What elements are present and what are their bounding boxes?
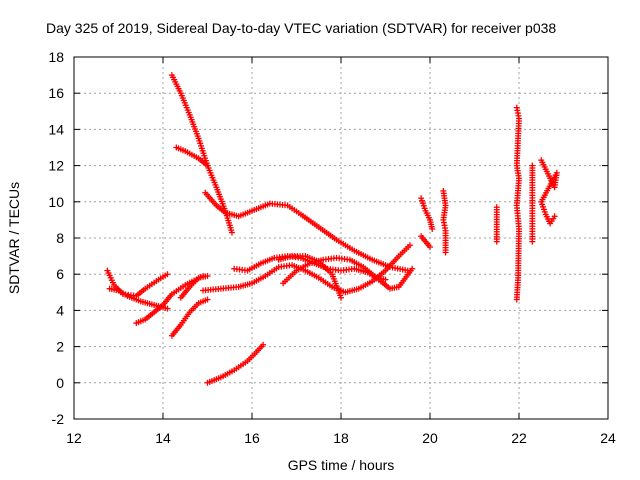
x-axis-label: GPS time / hours [288,457,395,473]
grid [74,57,608,419]
data-point [551,213,558,220]
data-point [164,271,171,278]
data-point [406,242,413,249]
data-point [529,238,536,245]
data-point [228,229,235,236]
y-tick-label: 18 [48,49,64,65]
data-point [442,249,449,256]
y-tick-label: 4 [56,302,64,318]
x-tick-label: 14 [155,430,171,446]
data-point [204,273,211,280]
data-point [513,296,520,303]
data-point [260,341,267,348]
data-point [164,305,171,312]
data-point [427,244,433,251]
x-tick-label: 16 [244,430,260,446]
axis-ticks [73,56,609,420]
data-points [104,72,560,386]
y-axis-label: SDTVAR / TECUs [6,182,22,294]
y-tick-label: 6 [56,266,64,282]
y-tick-label: -2 [52,411,65,427]
data-point [204,296,211,303]
chart-title: Day 325 of 2019, Sidereal Day-to-day VTE… [46,20,556,36]
y-tick-label: 2 [56,339,64,355]
y-tick-label: 16 [48,85,64,101]
y-tick-label: 0 [56,375,64,391]
data-point [429,225,436,232]
y-tick-label: 12 [48,158,64,174]
y-tick-label: 8 [56,230,64,246]
x-tick-label: 12 [66,430,82,446]
data-point [493,238,500,245]
x-tick-label: 22 [511,430,527,446]
data-point [409,265,416,272]
x-tick-label: 24 [600,430,616,446]
data-point [338,294,344,301]
x-tick-label: 18 [333,430,349,446]
data-point [204,162,211,169]
y-tick-label: 14 [48,121,64,137]
x-tick-label: 20 [422,430,438,446]
data-point [382,276,389,283]
y-tick-label: 10 [48,194,64,210]
